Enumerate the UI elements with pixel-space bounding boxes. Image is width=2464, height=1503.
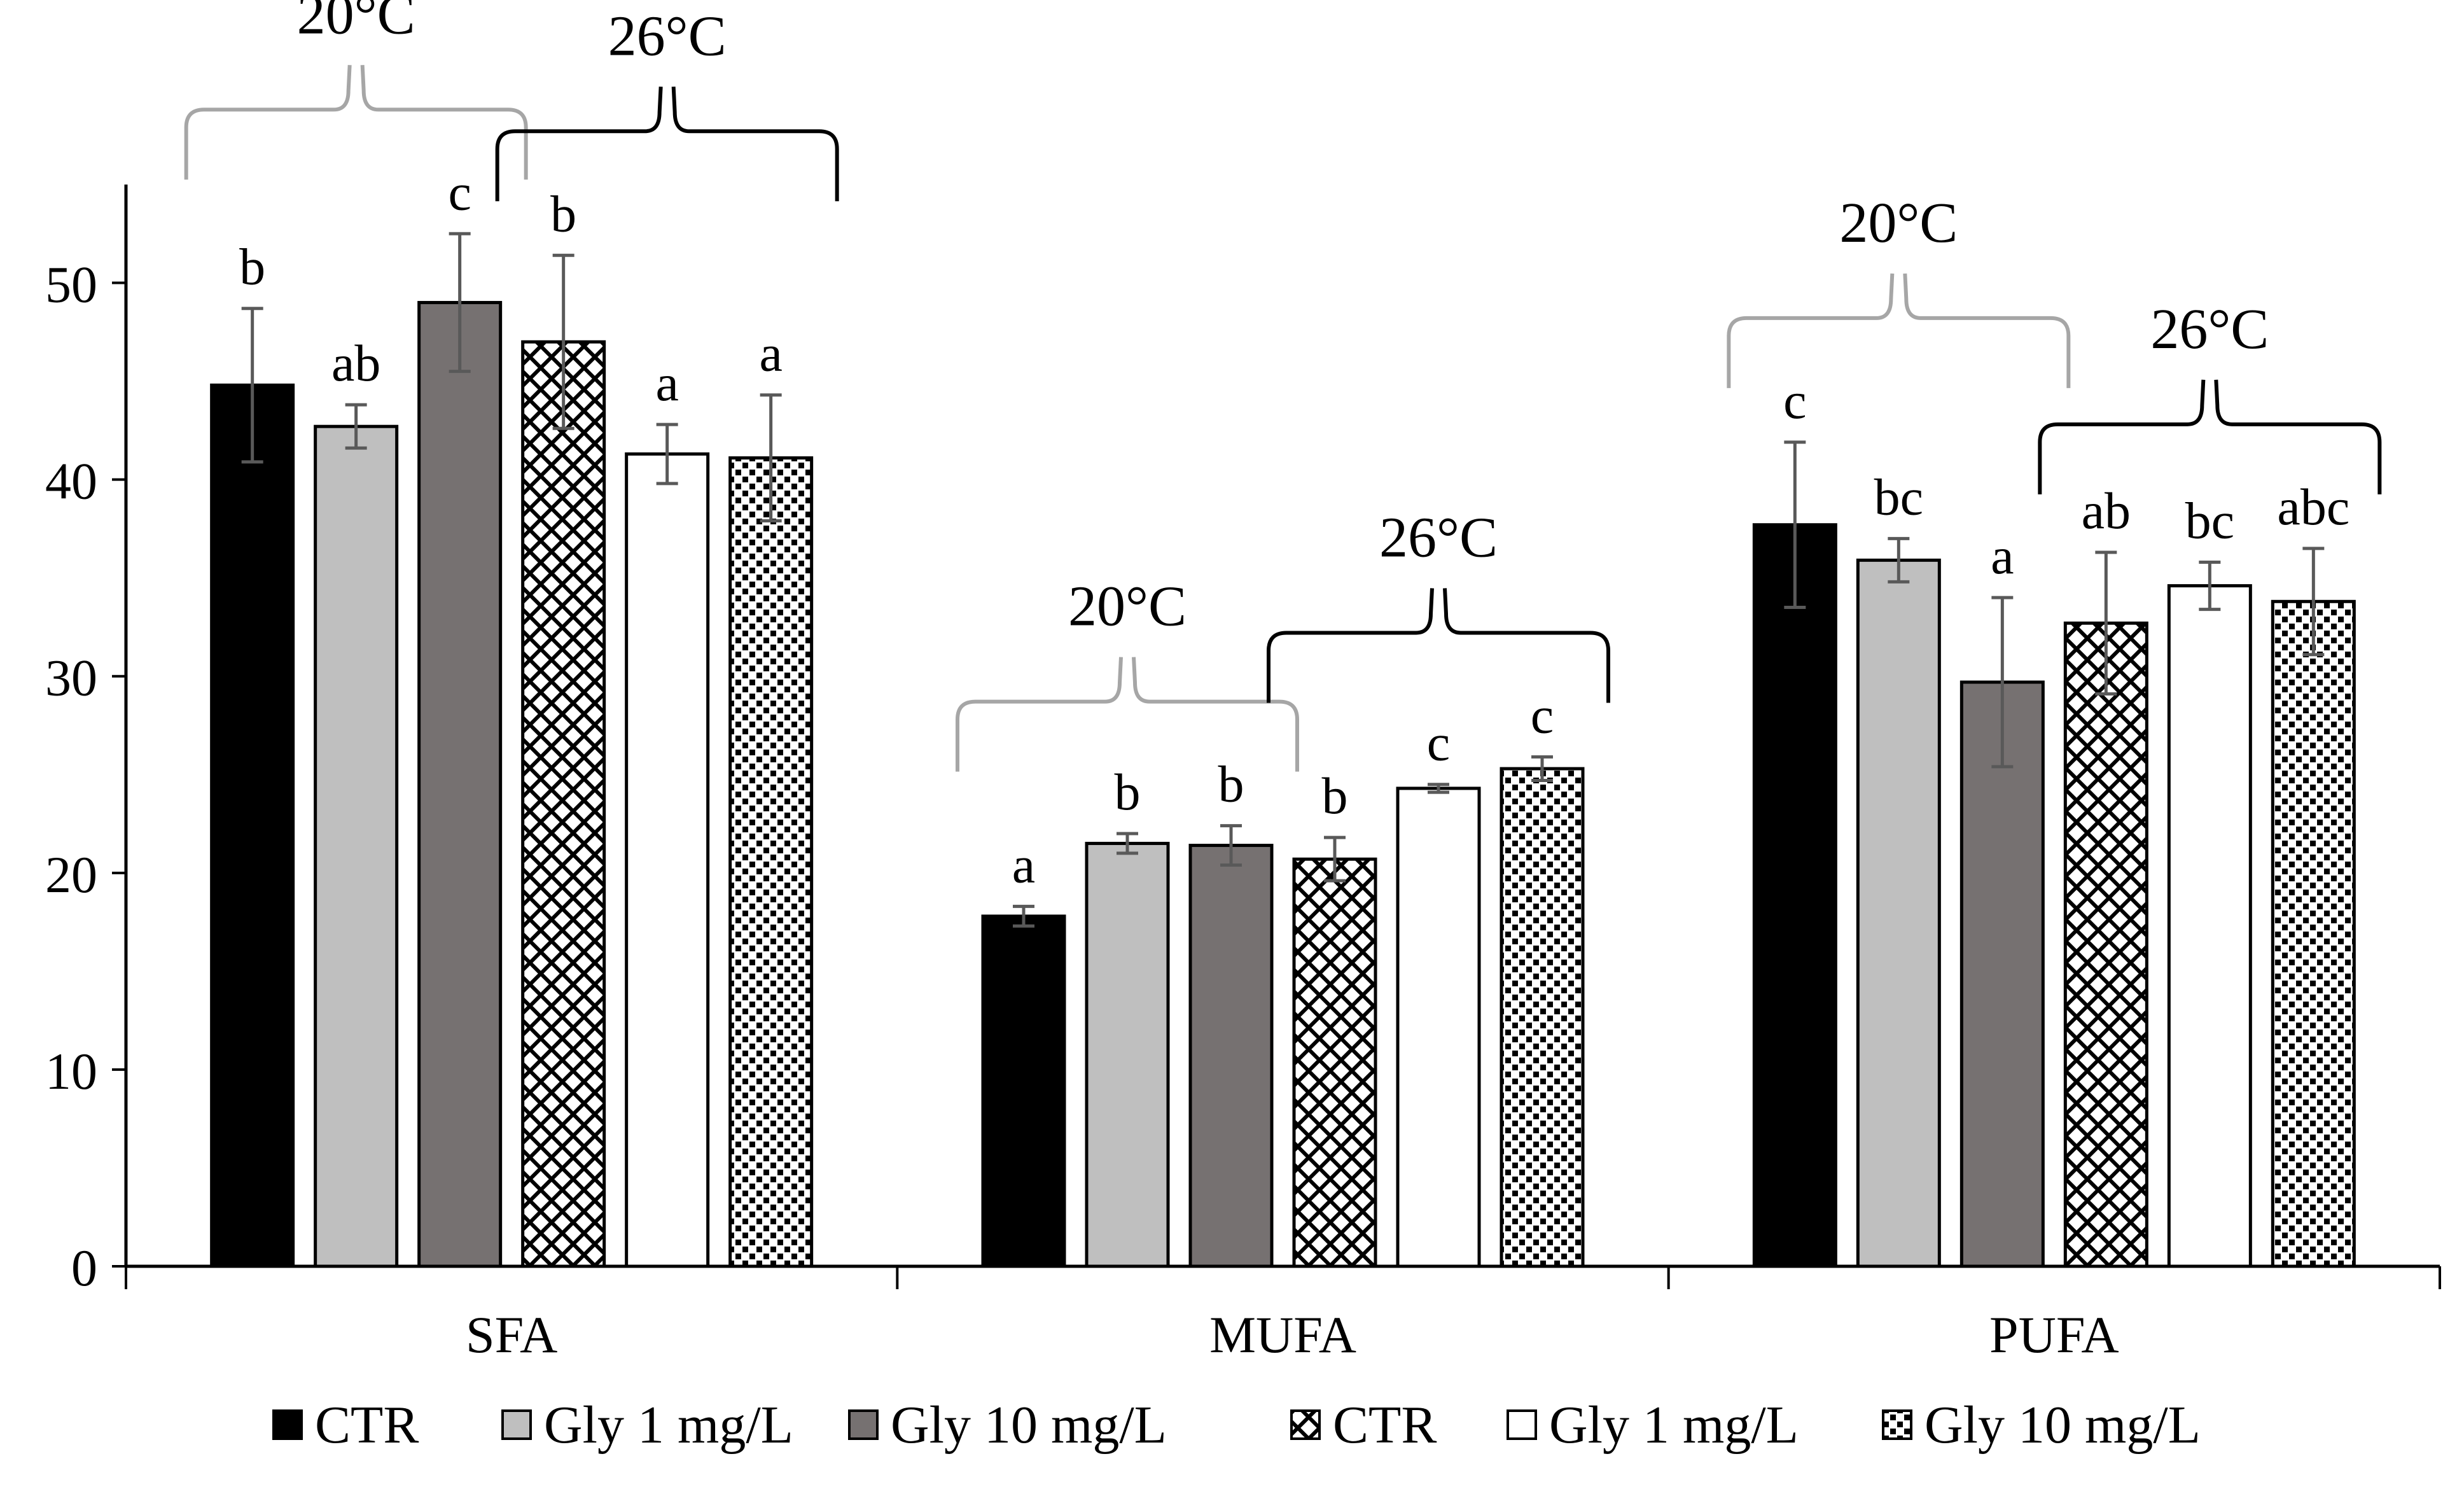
bar [1959, 680, 2045, 1268]
error-bar [1324, 835, 1346, 883]
error-bar [552, 253, 574, 430]
error-bar [345, 403, 367, 450]
significance-letter: c [1427, 714, 1450, 772]
bar [1085, 841, 1170, 1268]
significance-letter: b [1115, 763, 1141, 821]
temperature-bracket [184, 65, 528, 180]
axes: 0 10 20 30 40 50 SFA MUFA PUFA [45, 185, 2441, 1364]
bar [1752, 523, 1837, 1268]
temperature-bracket [1727, 273, 2071, 388]
bar [417, 300, 503, 1268]
legend-label: CTR [1333, 1395, 1437, 1455]
y-tick-label: 40 [45, 452, 97, 510]
error-bar [1531, 755, 1553, 783]
significance-letter: abc [2277, 478, 2349, 536]
error-bar [760, 393, 782, 523]
bar [2063, 621, 2148, 1268]
error-bar [1117, 832, 1138, 855]
significance-letter: a [1991, 527, 2014, 585]
bar [314, 424, 399, 1268]
y-tick-label: 20 [45, 846, 97, 904]
significance-letter: b [239, 238, 265, 296]
bar [1396, 786, 1481, 1268]
significance-letter: b [550, 185, 576, 242]
y-tick-label: 10 [45, 1042, 97, 1100]
error-bar [2095, 550, 2117, 696]
error-bar [2302, 547, 2325, 657]
bar [210, 383, 295, 1268]
significance-letter: c [1783, 372, 1806, 430]
legend-label: Gly 10 mg/L [891, 1395, 1167, 1455]
bar [1500, 767, 1585, 1268]
legend-swatch [1290, 1409, 1321, 1440]
bar [981, 914, 1066, 1268]
temperature-bracket [2038, 379, 2382, 494]
y-tick-label: 30 [45, 649, 97, 707]
temperature-bracket [956, 657, 1299, 772]
legend-label: Gly 1 mg/L [544, 1395, 793, 1455]
bar [2271, 599, 2356, 1268]
x-category-label: SFA [466, 1306, 557, 1364]
bracket-label: 26°C [2150, 298, 2269, 361]
error-bar [1991, 596, 2014, 769]
error-bar [1220, 824, 1242, 867]
legend-label: CTR [315, 1395, 419, 1455]
significance-letter: b [1322, 767, 1348, 825]
significance-letter: a [1012, 835, 1035, 893]
significance-letter: bc [1874, 468, 1923, 526]
temperature-brackets: 20°C 26°C 20°C 26°C 20°C 26°C [184, 0, 2382, 772]
legend-label: Gly 10 mg/L [1925, 1395, 2201, 1455]
bracket-label: 20°C [297, 0, 415, 46]
legend-swatch [501, 1409, 532, 1440]
bar [1188, 844, 1274, 1268]
bracket-label: 26°C [1379, 506, 1498, 569]
x-category-label: MUFA [1209, 1306, 1356, 1364]
x-category-label: PUFA [1989, 1306, 2119, 1364]
bar [2167, 584, 2252, 1268]
legend-label: Gly 1 mg/L [1549, 1395, 1799, 1455]
significance-letter: b [1218, 755, 1244, 813]
bracket-label: 26°C [608, 4, 727, 67]
temperature-bracket [1267, 588, 1610, 703]
legend-swatch [848, 1409, 879, 1440]
legend-swatch [1507, 1409, 1537, 1440]
significance-letter: c [448, 163, 471, 221]
significance-letter: c [1531, 686, 1554, 744]
significance-letter: a [759, 325, 782, 382]
significance-letter: ab [331, 334, 380, 392]
bar [728, 456, 814, 1268]
bars [210, 232, 2356, 1268]
significance-letter: ab [2082, 482, 2131, 540]
bracket-label: 20°C [1839, 192, 1958, 255]
bar [1856, 558, 1941, 1268]
error-bar [1784, 440, 1806, 610]
error-bar [656, 423, 678, 486]
y-tick-label: 0 [71, 1239, 97, 1297]
y-tick-label: 50 [45, 256, 97, 314]
legend-swatch [1882, 1409, 1912, 1440]
bar [625, 452, 710, 1268]
bar [1292, 857, 1377, 1268]
legend-swatch [272, 1409, 303, 1440]
error-bar [2199, 560, 2221, 612]
bracket-label: 20°C [1068, 575, 1187, 638]
significance-letter: a [655, 354, 678, 412]
significance-letter: bc [2185, 491, 2234, 549]
error-bar [1013, 904, 1034, 928]
legend: CTR Gly 1 mg/L Gly 10 mg/L CTR Gly 1 mg/L Gly… [272, 1395, 2201, 1455]
error-bar [241, 307, 263, 464]
error-bar [449, 232, 471, 374]
bar [521, 340, 606, 1268]
error-bar [1888, 536, 1910, 584]
temperature-bracket [495, 87, 839, 202]
error-bar [1428, 783, 1449, 794]
